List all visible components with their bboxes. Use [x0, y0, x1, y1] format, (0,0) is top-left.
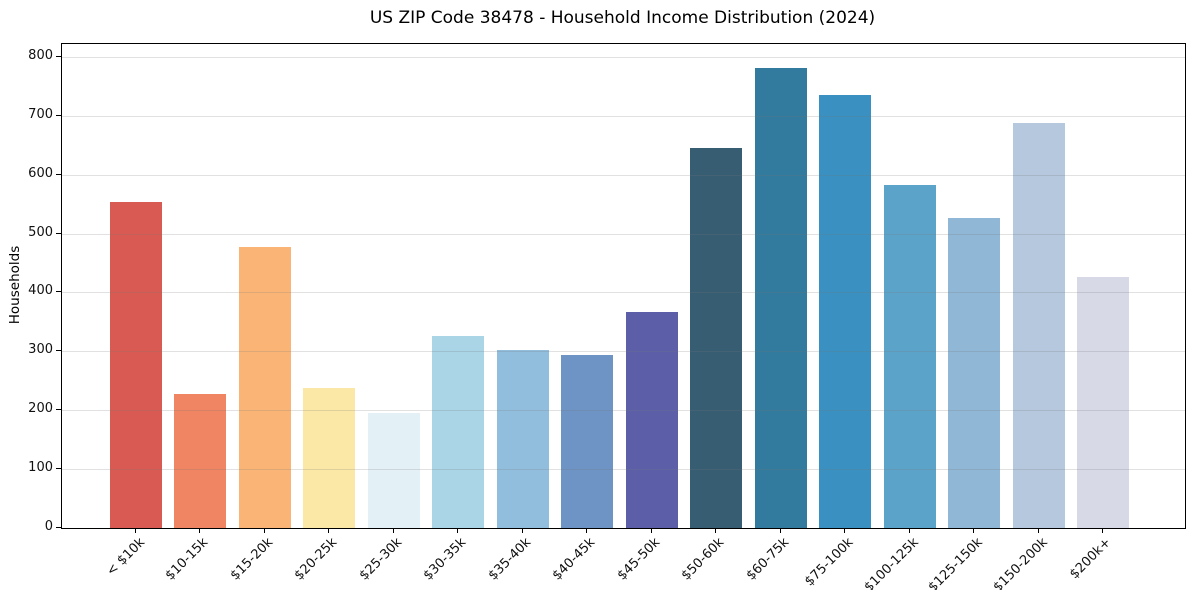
bar-45-50k — [625, 311, 678, 528]
x-tick-mark-7 — [586, 529, 587, 533]
x-tick-label-text: $100-125k — [861, 535, 922, 590]
gridline-100 — [62, 469, 1185, 470]
gridline-700 — [62, 116, 1185, 117]
y-tick-mark-500 — [56, 233, 61, 234]
x-tick-mark-13 — [973, 529, 974, 533]
x-tick-mark-4 — [393, 529, 394, 533]
x-tick-label-text: $50-60k — [679, 535, 728, 584]
x-tick-label-text: $200k+ — [1067, 535, 1115, 583]
x-tick-mark-5 — [457, 529, 458, 533]
y-tick-label-800: 800 — [28, 48, 53, 63]
gridline-600 — [62, 175, 1185, 176]
x-tick-mark-11 — [844, 529, 845, 533]
x-tick-label-text: $25-30k — [357, 535, 406, 584]
y-tick-mark-0 — [56, 527, 61, 528]
y-tick-label-500: 500 — [28, 225, 53, 240]
bar-25-30k — [367, 412, 420, 528]
x-tick-mark-0 — [135, 529, 136, 533]
x-tick-label-text: $125-150k — [925, 535, 986, 590]
bars-layer — [62, 44, 1185, 528]
gridlines-layer — [62, 44, 1185, 528]
x-tick-label-text: $150-200k — [990, 535, 1051, 590]
x-tick-label-text: $20-25k — [292, 535, 341, 584]
x-tick-label-text: $35-40k — [486, 535, 535, 584]
gridline-500 — [62, 234, 1185, 235]
x-tick-mark-15 — [1102, 529, 1103, 533]
y-tick-mark-200 — [56, 409, 61, 410]
y-tick-label-700: 700 — [28, 107, 53, 122]
plot-area — [61, 43, 1186, 529]
y-tick-label-300: 300 — [28, 342, 53, 357]
gridline-400 — [62, 292, 1185, 293]
bar-10k — [110, 202, 162, 528]
bar-40-45k — [561, 354, 614, 528]
x-tick-label-text: $10-15k — [163, 535, 212, 584]
bar-150-200k — [1012, 122, 1065, 528]
x-tick-label-text: < $10k — [103, 535, 148, 580]
bar-10-15k — [174, 393, 227, 528]
x-tick-mark-3 — [328, 529, 329, 533]
bar-50-60k — [690, 147, 743, 528]
bar-60-75k — [754, 67, 807, 528]
y-tick-mark-300 — [56, 350, 61, 351]
y-tick-mark-800 — [56, 56, 61, 57]
bar-125-150k — [948, 218, 1001, 528]
chart-title: US ZIP Code 38478 - Household Income Dis… — [369, 8, 876, 28]
bar-15-20k — [238, 246, 291, 528]
bar-20-25k — [303, 387, 356, 528]
y-tick-label-200: 200 — [28, 401, 53, 416]
x-tick-mark-8 — [651, 529, 652, 533]
x-tick-label-text: $45-50k — [615, 535, 664, 584]
x-tick-mark-14 — [1038, 529, 1039, 533]
y-tick-label-0: 0 — [44, 519, 53, 534]
y-tick-mark-100 — [56, 468, 61, 469]
x-tick-label-text: $40-45k — [550, 535, 599, 584]
x-tick-mark-1 — [199, 529, 200, 533]
bar-100-125k — [883, 185, 936, 528]
bar-75-100k — [819, 94, 872, 528]
y-tick-mark-400 — [56, 291, 61, 292]
gridline-300 — [62, 351, 1185, 352]
x-tick-label-text: $60-75k — [744, 535, 793, 584]
bar-200k — [1077, 276, 1130, 528]
y-tick-mark-700 — [56, 115, 61, 116]
y-tick-label-400: 400 — [28, 283, 53, 298]
gridline-800 — [62, 57, 1185, 58]
y-tick-label-100: 100 — [28, 460, 53, 475]
y-tick-label-600: 600 — [28, 166, 53, 181]
bar-35-40k — [496, 350, 549, 528]
x-tick-label-text: $15-20k — [228, 535, 277, 584]
x-tick-label-text: $75-100k — [802, 535, 857, 590]
y-tick-mark-600 — [56, 174, 61, 175]
bar-30-35k — [432, 336, 485, 528]
gridline-200 — [62, 410, 1185, 411]
x-tick-label-text: $30-35k — [421, 535, 470, 584]
x-tick-mark-9 — [715, 529, 716, 533]
x-tick-mark-12 — [909, 529, 910, 533]
x-tick-mark-6 — [522, 529, 523, 533]
x-tick-mark-10 — [780, 529, 781, 533]
x-tick-mark-2 — [264, 529, 265, 533]
